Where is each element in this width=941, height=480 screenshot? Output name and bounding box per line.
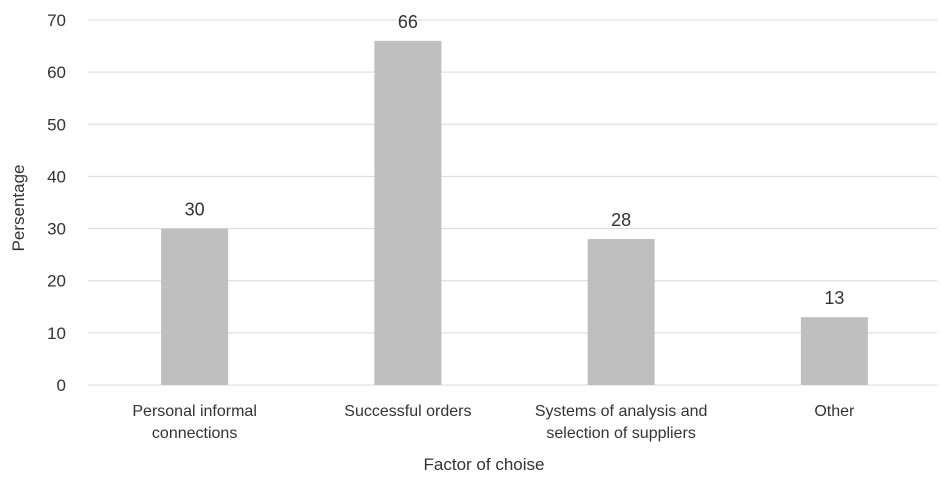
- data-label: 28: [611, 210, 631, 230]
- bar: [161, 228, 229, 385]
- gridlines: [88, 19, 937, 386]
- y-tick-label: 50: [47, 115, 66, 134]
- data-label: 30: [185, 200, 205, 220]
- y-tick-label: 20: [47, 272, 66, 291]
- bar: [800, 317, 868, 385]
- category-label: Personal informal: [132, 403, 257, 420]
- y-axis-title: Persentage: [9, 165, 28, 252]
- y-axis-ticks: 0 10 20 30 40 50 60 70: [47, 11, 66, 395]
- y-tick-label: 10: [47, 324, 66, 343]
- category-label: connections: [152, 425, 237, 442]
- y-tick-label: 0: [57, 376, 66, 395]
- bar: [374, 40, 442, 385]
- y-tick-label: 40: [47, 167, 66, 186]
- category-label: Systems of analysis and: [535, 403, 708, 420]
- data-labels: 30 66 28 13: [185, 12, 845, 308]
- category-label: Other: [814, 403, 855, 420]
- category-label: Successful orders: [344, 403, 471, 420]
- y-tick-label: 70: [47, 11, 66, 30]
- y-tick-label: 30: [47, 220, 66, 239]
- x-axis-categories: Personal informal connections Successful o…: [132, 403, 855, 442]
- y-tick-label: 60: [47, 63, 66, 82]
- category-label: selection of suppliers: [546, 425, 695, 442]
- data-label: 66: [398, 12, 418, 32]
- data-label: 13: [824, 288, 844, 308]
- x-axis-title: Factor of choise: [424, 455, 545, 474]
- bar: [587, 239, 655, 385]
- bars: [161, 40, 868, 385]
